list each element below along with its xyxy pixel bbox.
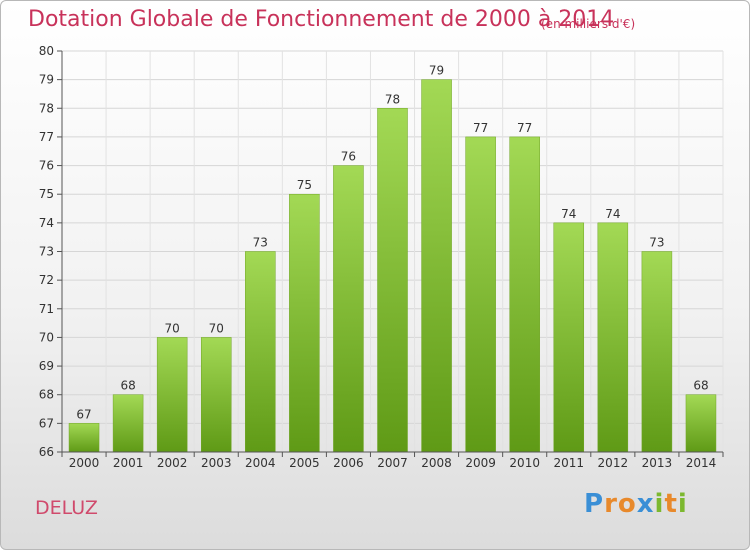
y-tick-label: 73 (39, 245, 54, 259)
x-tick-label: 2013 (642, 456, 673, 470)
y-tick-label: 78 (39, 101, 54, 115)
bar-value-label: 79 (429, 64, 444, 78)
bar (597, 222, 629, 453)
bars: 67 68 70 70 73 75 76 78 79 77 77 74 74 73 68 (68, 64, 717, 453)
bar-value-label: 75 (297, 178, 312, 192)
bar (333, 165, 364, 453)
bar (200, 337, 232, 453)
bar (553, 222, 585, 453)
x-tick-label: 2006 (333, 456, 364, 470)
logo-letter: x (636, 489, 655, 519)
y-tick-label: 74 (39, 216, 54, 230)
bar (112, 394, 144, 453)
bar (377, 108, 408, 453)
y-tick-label: 75 (39, 187, 54, 201)
logo-letter: r (604, 489, 618, 519)
y-tick-label: 68 (39, 388, 54, 402)
bar-value-label: 78 (385, 92, 400, 106)
bar (289, 193, 320, 453)
x-tick-label: 2009 (465, 456, 496, 470)
x-tick-label: 2003 (201, 456, 232, 470)
bar-value-label: 77 (517, 121, 532, 135)
bar-value-label: 76 (341, 150, 356, 164)
logo-letter: i (677, 489, 688, 519)
y-tick-label: 80 (39, 44, 54, 58)
x-tick-label: 2012 (598, 456, 629, 470)
bar-value-label: 74 (561, 207, 576, 221)
axes: 66 67 68 69 70 71 72 73 74 75 76 77 78 79 80 2000 2001 20… (39, 44, 724, 470)
x-tick-label: 2007 (377, 456, 408, 470)
logo-letter: o (617, 489, 637, 519)
y-tick-label: 79 (39, 73, 54, 87)
x-tick-label: 2000 (69, 456, 100, 470)
y-tick-label: 77 (39, 130, 54, 144)
chart-title: Dotation Globale de Fonctionnement de 20… (28, 7, 615, 32)
bar (465, 136, 496, 453)
bar-value-label: 70 (209, 321, 224, 335)
bar (245, 251, 276, 453)
x-tick-label: 2001 (113, 456, 144, 470)
x-tick-label: 2008 (421, 456, 452, 470)
bar-value-label: 74 (605, 207, 620, 221)
x-tick-label: 2011 (553, 456, 584, 470)
x-tick-label: 2002 (157, 456, 188, 470)
proxiti-logo: Proxiti (584, 489, 688, 519)
y-tick-label: 67 (39, 416, 54, 430)
bar-value-label: 68 (693, 379, 708, 393)
bar (421, 79, 452, 453)
bar (685, 394, 717, 453)
x-tick-label: 2004 (245, 456, 276, 470)
bar-value-label: 70 (165, 321, 180, 335)
bar-value-label: 73 (649, 236, 664, 250)
bar (156, 337, 188, 453)
x-tick-label: 2014 (686, 456, 717, 470)
bar-value-label: 73 (253, 236, 268, 250)
bar (509, 136, 540, 453)
bar-value-label: 68 (120, 379, 135, 393)
y-tick-label: 71 (39, 302, 54, 316)
y-tick-label: 76 (39, 159, 54, 173)
chart-subtitle: (en milliers d'€) (541, 17, 636, 31)
bar (641, 251, 673, 453)
logo-letter: P (584, 489, 605, 519)
y-tick-label: 66 (39, 445, 54, 459)
y-tick-label: 72 (39, 273, 54, 287)
bar (68, 423, 100, 453)
y-tick-label: 69 (39, 359, 54, 373)
logo-letter: t (664, 489, 678, 519)
logo-letter: i (654, 489, 665, 519)
x-tick-label: 2010 (509, 456, 540, 470)
commune-name: DELUZ (35, 497, 98, 519)
y-tick-label: 70 (39, 330, 54, 344)
bar-value-label: 77 (473, 121, 488, 135)
x-tick-label: 2005 (289, 456, 320, 470)
bar-value-label: 67 (76, 407, 91, 421)
